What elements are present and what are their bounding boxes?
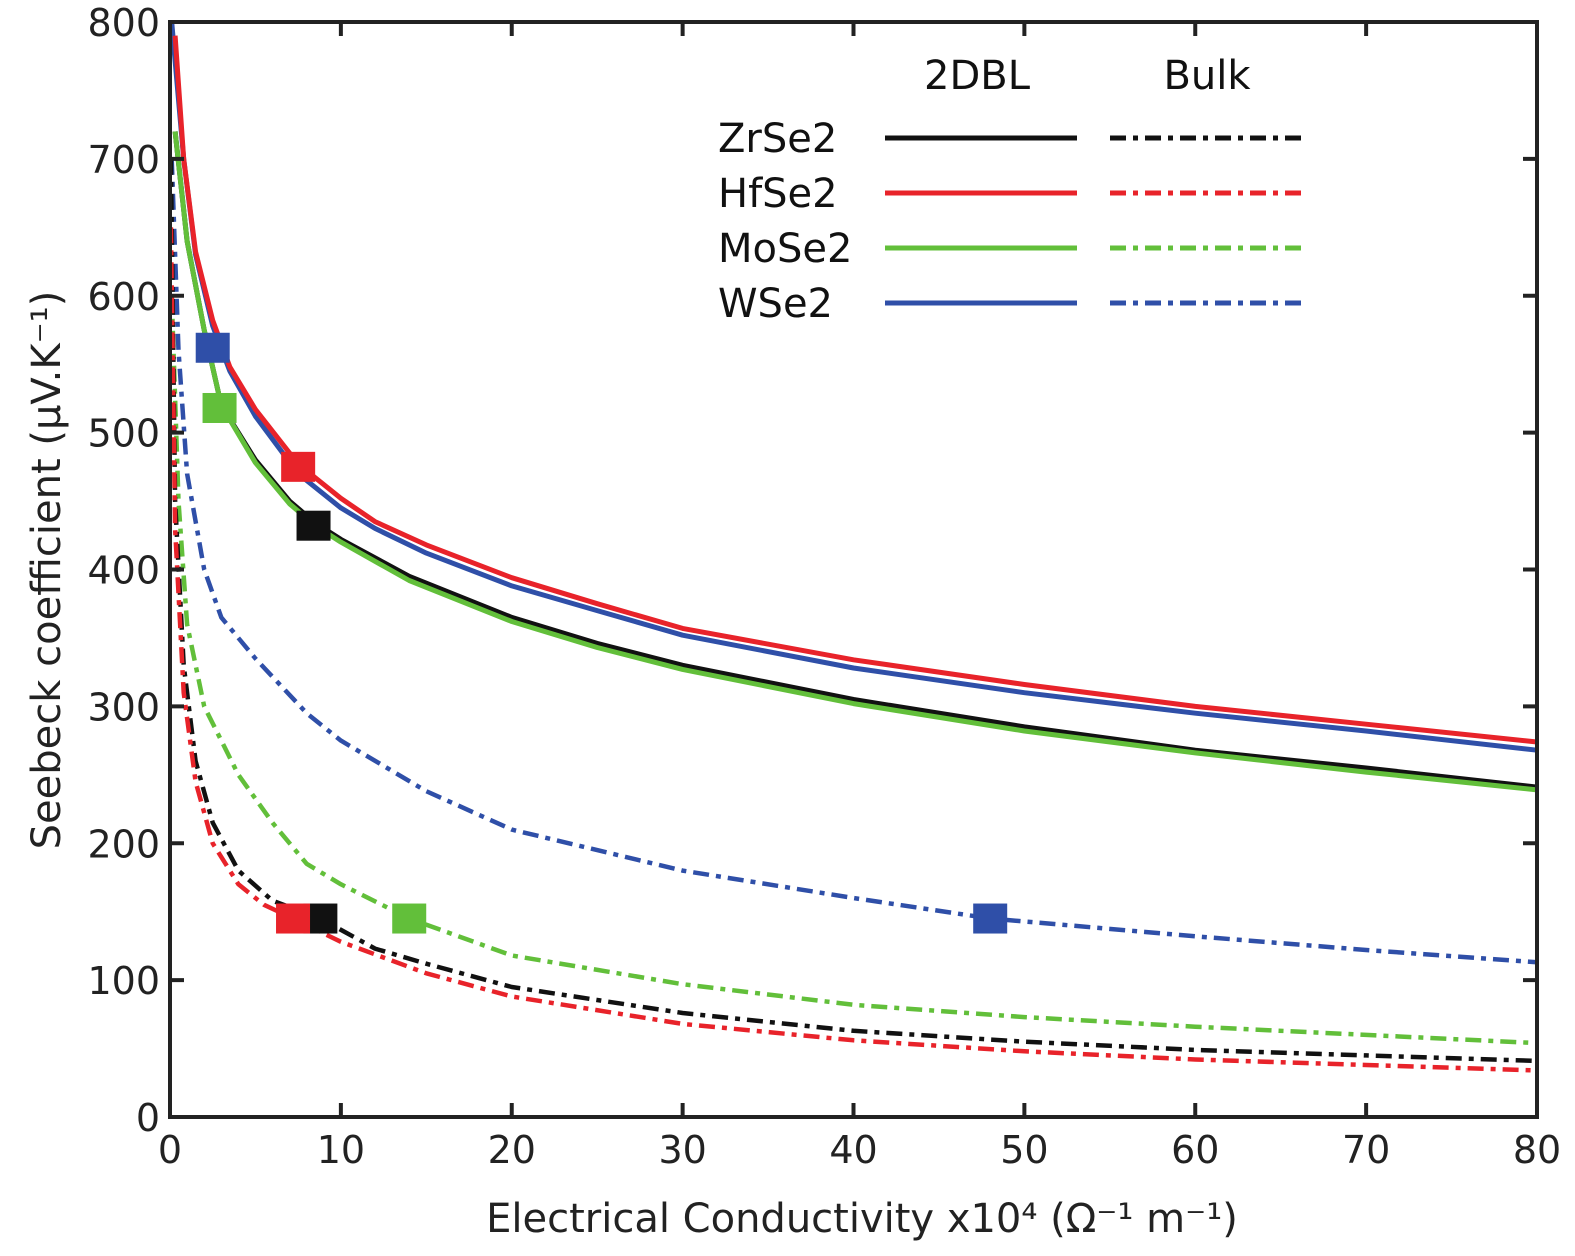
legend-label-wse2: WSe2 — [718, 281, 833, 327]
y-tick-label: 300 — [87, 685, 160, 729]
series-line-hfse2-bulk — [168, 227, 1538, 1073]
y-tick-label: 400 — [87, 549, 160, 593]
marker-layer — [195, 332, 1008, 934]
series-line-wse2-2dbl — [169, 21, 1538, 753]
y-axis-label: Seebeck coefficient (μV.K⁻¹) — [24, 291, 70, 850]
y-tick-label: 0 — [136, 1096, 160, 1140]
marker-hfse2-bulk — [276, 903, 311, 934]
series-line-wse2-bulk — [169, 158, 1538, 965]
plot-frame — [168, 20, 1539, 1119]
marker-mose2-2dbl — [202, 392, 237, 423]
y-tick-label: 800 — [87, 1, 160, 45]
y-tick-label: 500 — [87, 412, 160, 456]
tick-layer: 0 10 20 30 40 50 60 70 8001002003004005006007008… — [87, 1, 1561, 1172]
marker-wse2-bulk — [973, 903, 1008, 934]
y-tick-label: 200 — [87, 822, 160, 866]
legend-label-zrse2: ZrSe2 — [718, 116, 837, 162]
y-tick-label: 100 — [87, 959, 160, 1003]
x-tick-label: 60 — [1171, 1128, 1219, 1172]
x-tick-label: 10 — [317, 1128, 365, 1172]
legend-header-bulk: Bulk — [1163, 53, 1251, 99]
series-line-mose2-2dbl — [172, 131, 1538, 793]
x-tick-label: 40 — [829, 1128, 877, 1172]
x-tick-label: 30 — [658, 1128, 706, 1172]
x-tick-label: 80 — [1513, 1128, 1561, 1172]
x-axis-label: Electrical Conductivity x10⁴ (Ω⁻¹ m⁻¹) — [486, 1196, 1238, 1242]
series-line-zrse2-bulk — [168, 158, 1538, 1064]
marker-wse2-2dbl — [195, 332, 230, 363]
x-tick-label: 20 — [488, 1128, 536, 1172]
y-tick-label: 600 — [87, 275, 160, 319]
series-layer — [168, 21, 1538, 1073]
x-tick-label: 50 — [1000, 1128, 1048, 1172]
legend-rows: ZrSe2 HfSe2 MoSe2 WSe2 — [718, 116, 1302, 327]
x-tick-label: 70 — [1342, 1128, 1390, 1172]
legend-label-mose2: MoSe2 — [718, 226, 852, 272]
legend-label-hfse2: HfSe2 — [718, 171, 838, 217]
y-tick-label: 700 — [87, 138, 160, 182]
marker-mose2-bulk — [392, 903, 427, 934]
series-line-zrse2-2dbl — [172, 131, 1538, 790]
series-line-hfse2-2dbl — [172, 35, 1538, 745]
legend: 2DBL Bulk ZrSe2 HfSe2 MoSe2 WSe2 — [718, 53, 1302, 327]
marker-zrse2-2dbl — [296, 510, 331, 541]
series-line-mose2-bulk — [169, 295, 1538, 1046]
x-tick-label: 0 — [158, 1128, 182, 1172]
marker-hfse2-2dbl — [281, 451, 316, 482]
legend-header-2dbl: 2DBL — [924, 53, 1031, 99]
